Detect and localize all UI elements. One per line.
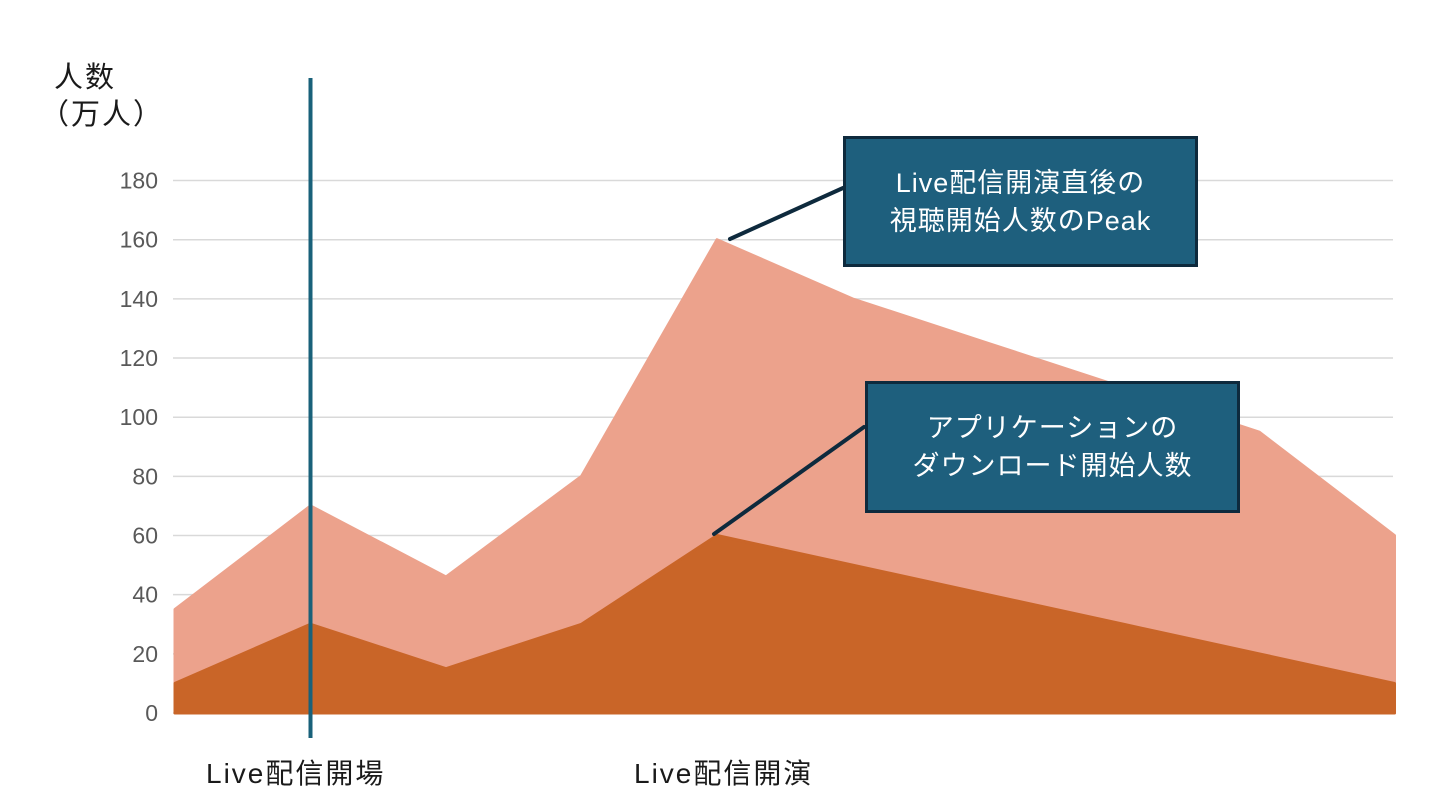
y-tick-label-0: 0 <box>145 700 158 726</box>
annotation-viewers-peak: Live配信開演直後の 視聴開始人数のPeak <box>843 136 1198 267</box>
x-axis-label-live-doors-open: Live配信開場 <box>206 758 386 789</box>
y-tick-label-80: 80 <box>132 463 158 489</box>
x-axis-label-live-show-start: Live配信開演 <box>634 758 814 789</box>
leader-line-viewers-peak <box>728 186 845 241</box>
annotation-viewers-peak-line1: Live配信開演直後の <box>895 167 1146 198</box>
y-tick-label-140: 140 <box>120 286 158 312</box>
y-tick-label-40: 40 <box>132 582 158 608</box>
y-axis-title-line1: 人数 <box>54 62 117 94</box>
y-tick-label-120: 120 <box>120 345 158 371</box>
y-tick-label-20: 20 <box>132 641 158 667</box>
y-tick-label-100: 100 <box>120 404 158 430</box>
y-axis-title-line2: （万人） <box>40 99 165 131</box>
annotation-app-downloads-line1: アプリケーションの <box>926 413 1179 443</box>
annotation-app-downloads-line2: ダウンロード開始人数 <box>912 451 1193 481</box>
annotation-viewers-peak-line2: 視聴開始人数のPeak <box>889 205 1152 236</box>
y-tick-label-60: 60 <box>132 523 158 549</box>
y-axis-title: 人数 （万人） <box>40 60 164 134</box>
y-tick-label-180: 180 <box>120 168 158 194</box>
y-tick-label-160: 160 <box>120 227 158 253</box>
leader-line-app-downloads <box>712 425 866 536</box>
annotation-app-downloads: アプリケーションの ダウンロード開始人数 <box>865 381 1240 513</box>
area-series-downloads <box>173 534 1396 715</box>
